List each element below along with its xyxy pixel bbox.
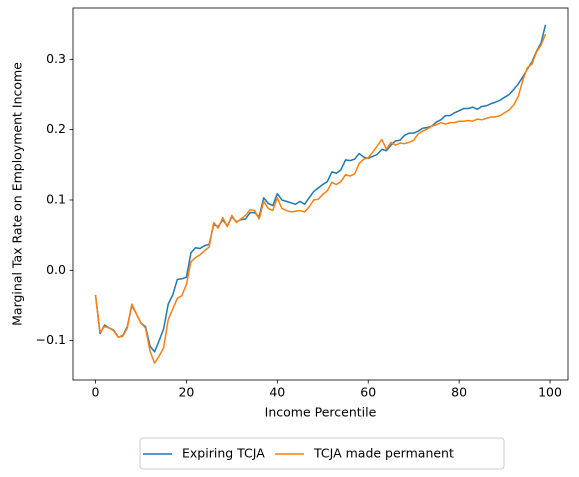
- line-series: [94, 33, 547, 364]
- x-tick-label: 80: [451, 385, 467, 400]
- x-axis-label: Income Percentile: [265, 405, 377, 420]
- y-tick-label: 0.2: [46, 121, 66, 136]
- y-axis-label: Marginal Tax Rate on Employment Income: [10, 62, 25, 326]
- legend-label: Expiring TCJA: [182, 446, 265, 461]
- x-tick-label: 60: [360, 385, 376, 400]
- x-tick-label: 40: [269, 385, 285, 400]
- legend: Expiring TCJA TCJA made permanent: [139, 437, 505, 470]
- legend-frame: [139, 437, 505, 470]
- y-tick-label: −0.1: [36, 332, 66, 347]
- line-series: [94, 24, 547, 353]
- legend-label: TCJA made permanent: [313, 446, 454, 461]
- y-tick-label: 0.0: [46, 262, 66, 277]
- x-tick-label: 20: [178, 385, 194, 400]
- x-tick-label: 0: [92, 385, 100, 400]
- x-tick-label: 100: [538, 385, 562, 400]
- plot-frame: [72, 7, 569, 381]
- y-tick-label: 0.1: [46, 191, 66, 206]
- y-tick-label: 0.3: [46, 51, 66, 66]
